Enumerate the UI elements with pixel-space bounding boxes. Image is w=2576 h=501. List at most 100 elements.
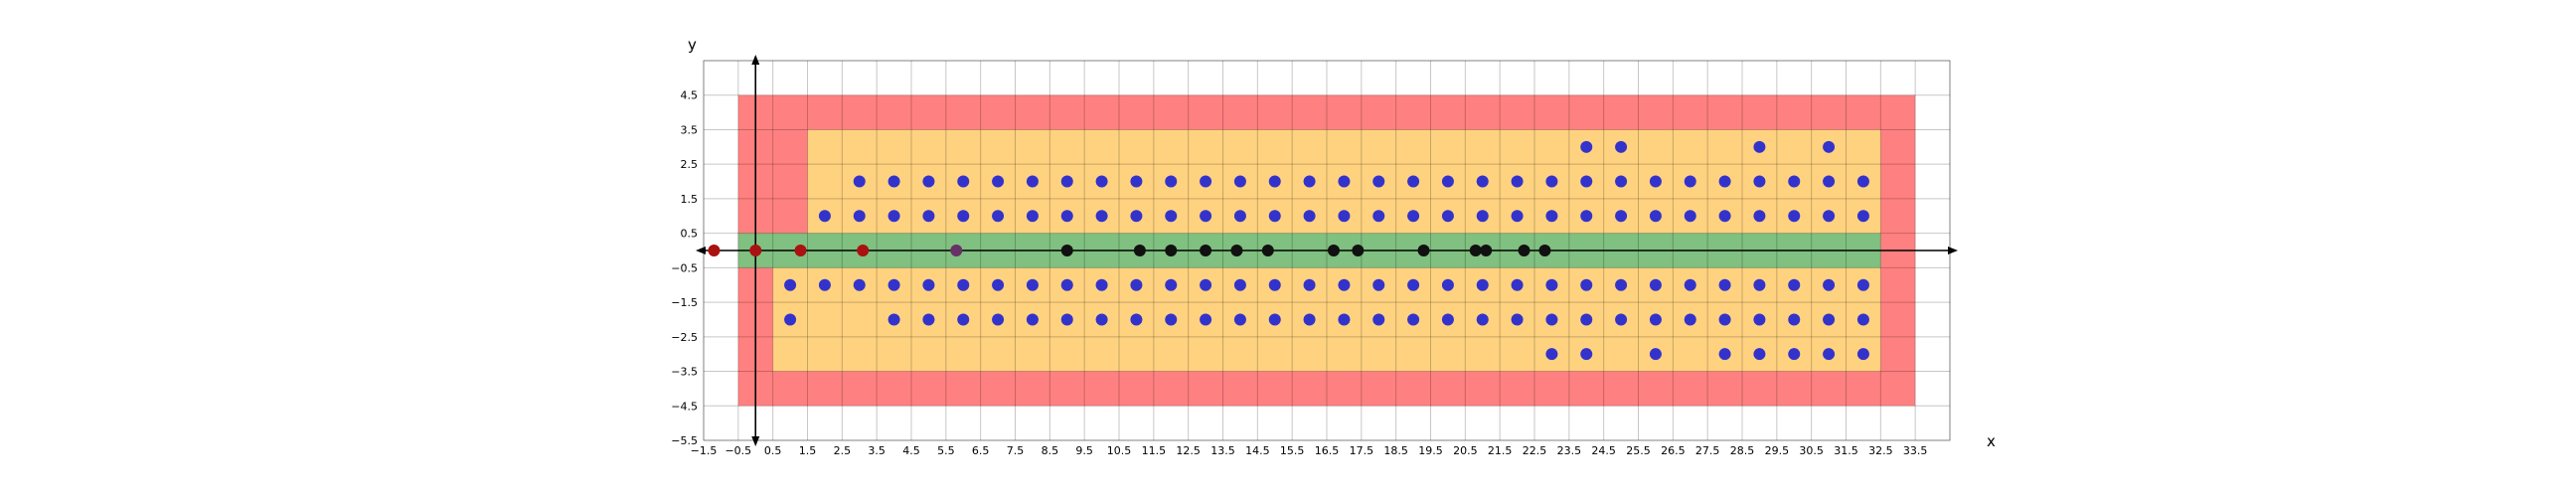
y-tick-label: −1.5	[671, 296, 698, 309]
data-point	[1856, 175, 1869, 188]
data-point	[1130, 210, 1143, 223]
x-tick-label: 26.5	[1661, 444, 1686, 457]
data-point	[1511, 175, 1524, 188]
data-point	[1407, 278, 1420, 291]
data-point	[1545, 175, 1558, 188]
data-point	[1788, 348, 1801, 361]
data-point	[1511, 210, 1524, 223]
data-point	[1407, 210, 1420, 223]
data-point	[1200, 245, 1212, 256]
data-point	[1823, 175, 1836, 188]
data-point	[1580, 348, 1593, 361]
x-tick-label: 14.5	[1245, 444, 1270, 457]
data-point	[1352, 245, 1365, 256]
x-tick-label: 22.5	[1523, 444, 1547, 457]
x-tick-label: 31.5	[1834, 444, 1858, 457]
data-point	[1649, 175, 1662, 188]
data-point	[1615, 140, 1628, 153]
data-point	[1338, 278, 1351, 291]
data-point	[1580, 175, 1593, 188]
y-axis-arrow-down	[751, 436, 760, 446]
data-point	[1165, 278, 1178, 291]
x-tick-label: 8.5	[1042, 444, 1059, 457]
data-point	[992, 313, 1005, 326]
x-tick-label: −1.5	[691, 444, 718, 457]
data-point	[1372, 175, 1385, 188]
data-point	[1718, 175, 1731, 188]
data-point	[1856, 210, 1869, 223]
data-point	[1545, 313, 1558, 326]
data-point	[1469, 245, 1482, 256]
x-tick-label: 32.5	[1868, 444, 1893, 457]
data-point	[1615, 210, 1628, 223]
data-point	[1327, 245, 1340, 256]
points-layer	[708, 140, 1869, 361]
data-point	[922, 175, 935, 188]
data-point	[853, 278, 866, 291]
y-axis-arrow-up	[751, 55, 760, 65]
data-point	[1095, 175, 1108, 188]
data-point	[794, 245, 807, 256]
x-tick-label: 21.5	[1488, 444, 1513, 457]
data-point	[887, 175, 900, 188]
data-point	[1060, 313, 1073, 326]
x-tick-label: 33.5	[1903, 444, 1928, 457]
data-point	[957, 313, 970, 326]
data-point	[784, 313, 797, 326]
data-point	[1538, 245, 1551, 256]
data-point	[1753, 278, 1766, 291]
data-point	[1026, 210, 1039, 223]
x-tick-label: 27.5	[1695, 444, 1720, 457]
data-point	[1753, 175, 1766, 188]
data-point	[1130, 278, 1143, 291]
data-point	[922, 313, 935, 326]
data-point	[1856, 278, 1869, 291]
data-point	[887, 313, 900, 326]
x-tick-label: 4.5	[902, 444, 920, 457]
data-point	[1130, 175, 1143, 188]
data-point	[1684, 278, 1696, 291]
data-point	[708, 245, 721, 256]
x-tick-label: 11.5	[1142, 444, 1167, 457]
data-point	[1200, 313, 1212, 326]
y-tick-label: −3.5	[671, 366, 698, 379]
data-point	[992, 175, 1005, 188]
data-point	[1476, 313, 1489, 326]
data-point	[1718, 278, 1731, 291]
data-point	[1545, 278, 1558, 291]
data-point	[1060, 175, 1073, 188]
data-point	[1480, 245, 1493, 256]
data-point	[1684, 210, 1696, 223]
y-tick-label: −4.5	[671, 400, 698, 413]
data-point	[957, 175, 970, 188]
data-point	[1856, 348, 1869, 361]
data-point	[1417, 245, 1430, 256]
y-tick-label: 0.5	[681, 228, 699, 241]
data-point	[1615, 313, 1628, 326]
x-tick-label: 30.5	[1799, 444, 1824, 457]
data-point	[1580, 278, 1593, 291]
data-point	[1511, 278, 1524, 291]
x-tick-label: 6.5	[972, 444, 990, 457]
x-tick-label: 9.5	[1075, 444, 1093, 457]
x-tick-label: 25.5	[1626, 444, 1651, 457]
tick-labels-layer: −1.5 −0.5 0.5 1.5 2.5 3.5 4.5 5.5 6.5 7.5 8.5 9.5 10…	[671, 89, 1927, 457]
data-point	[992, 210, 1005, 223]
middle-region-bottom	[772, 250, 1881, 372]
data-point	[922, 210, 935, 223]
x-axis-arrow-left	[696, 247, 706, 254]
data-point	[1856, 313, 1869, 326]
y-tick-label: −2.5	[671, 331, 698, 344]
data-point	[1407, 175, 1420, 188]
data-point	[1580, 140, 1593, 153]
data-point	[1441, 175, 1454, 188]
data-point	[1753, 313, 1766, 326]
data-point	[957, 210, 970, 223]
x-tick-label: 13.5	[1210, 444, 1235, 457]
data-point	[1303, 210, 1316, 223]
data-point	[1823, 210, 1836, 223]
data-point	[992, 278, 1005, 291]
data-point	[1788, 210, 1801, 223]
data-point	[853, 210, 866, 223]
